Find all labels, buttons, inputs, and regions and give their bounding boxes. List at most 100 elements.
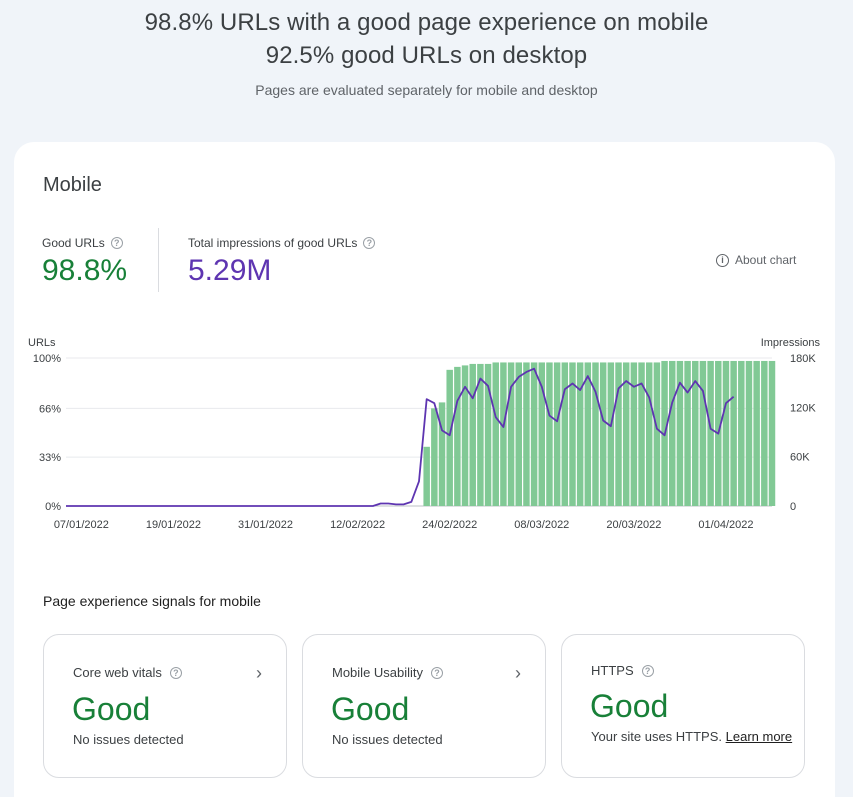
url-bar bbox=[423, 446, 430, 506]
url-bar bbox=[546, 362, 553, 506]
mobile-card: Mobile Good URLs ? 98.8% Total impressio… bbox=[14, 142, 835, 797]
url-bar bbox=[438, 402, 446, 506]
url-bar bbox=[722, 360, 730, 506]
x-tick-label: 01/04/2022 bbox=[698, 519, 753, 531]
metric-divider bbox=[158, 228, 159, 292]
url-bar bbox=[500, 362, 507, 506]
url-bar bbox=[431, 408, 438, 506]
url-bar bbox=[622, 362, 630, 506]
left-axis-title: URLs bbox=[28, 337, 56, 349]
url-bar bbox=[753, 360, 760, 506]
learn-more-link[interactable]: Learn more bbox=[725, 729, 793, 744]
x-tick-label: 31/01/2022 bbox=[238, 519, 293, 531]
x-tick-label: 24/02/2022 bbox=[422, 519, 477, 531]
good-urls-value: 98.8% bbox=[42, 254, 128, 287]
url-bar bbox=[530, 362, 538, 506]
signal-title-text: Core web vitals bbox=[73, 665, 162, 680]
signal-description-text: Your site uses HTTPS. bbox=[591, 729, 723, 744]
right-tick-label: 180K bbox=[790, 353, 816, 365]
signal-status: Good bbox=[331, 691, 410, 727]
url-bar bbox=[523, 362, 530, 506]
url-bar bbox=[446, 369, 453, 506]
signal-title-text: HTTPS bbox=[591, 663, 634, 678]
headline-mobile: 98.8% URLs with a good page experience o… bbox=[144, 9, 709, 36]
url-bar bbox=[584, 362, 592, 506]
signal-description: No issues detected bbox=[73, 732, 184, 747]
url-bar bbox=[730, 360, 737, 506]
signal-card-mobile-usability[interactable]: Mobile Usability ? › Good No issues dete… bbox=[302, 634, 546, 778]
url-bar bbox=[599, 362, 607, 506]
url-bar bbox=[707, 360, 714, 506]
url-bar bbox=[492, 362, 499, 506]
card-title: Mobile bbox=[43, 174, 102, 196]
url-bar bbox=[484, 363, 492, 506]
url-bar bbox=[630, 362, 638, 506]
help-icon[interactable]: ? bbox=[110, 237, 123, 249]
url-bar bbox=[477, 363, 484, 506]
url-bar bbox=[576, 362, 584, 506]
url-bar bbox=[561, 362, 569, 506]
impressions-label-text: Total impressions of good URLs bbox=[188, 236, 358, 250]
url-bar bbox=[515, 362, 522, 506]
left-tick-label: 66% bbox=[39, 403, 61, 415]
x-tick-label: 20/03/2022 bbox=[606, 519, 661, 531]
url-bar bbox=[645, 362, 653, 506]
url-bar bbox=[738, 360, 745, 506]
impressions-line bbox=[66, 367, 735, 507]
url-bar bbox=[469, 363, 476, 506]
signal-card-https: HTTPS ? Good Your site uses HTTPS. Learn… bbox=[561, 634, 805, 778]
x-tick-label: 08/03/2022 bbox=[514, 519, 569, 531]
good-urls-label-text: Good URLs bbox=[42, 236, 105, 250]
impressions-label: Total impressions of good URLs ? bbox=[188, 236, 376, 250]
signal-card-core-web-vitals[interactable]: Core web vitals ? › Good No issues detec… bbox=[43, 634, 287, 778]
signal-title: Core web vitals ? bbox=[73, 665, 182, 680]
url-bar bbox=[669, 360, 676, 506]
signal-status: Good bbox=[72, 691, 151, 727]
help-icon[interactable]: ? bbox=[169, 666, 182, 679]
left-tick-label: 0% bbox=[45, 501, 61, 513]
signal-status: Good bbox=[590, 688, 669, 724]
right-axis-title: Impressions bbox=[761, 337, 821, 349]
signals-section-title: Page experience signals for mobile bbox=[43, 593, 261, 609]
url-bar bbox=[638, 362, 645, 506]
help-icon[interactable]: ? bbox=[431, 666, 444, 679]
signal-title: Mobile Usability ? bbox=[332, 665, 444, 680]
url-bar bbox=[676, 360, 684, 506]
left-tick-label: 33% bbox=[39, 452, 61, 464]
chevron-right-icon[interactable]: › bbox=[256, 663, 262, 683]
impressions-value: 5.29M bbox=[188, 254, 272, 287]
url-bar bbox=[553, 362, 561, 506]
x-tick-label: 07/01/2022 bbox=[54, 519, 109, 531]
url-bar bbox=[768, 360, 776, 506]
x-tick-label: 12/02/2022 bbox=[330, 519, 385, 531]
url-bar bbox=[569, 362, 576, 506]
url-bar bbox=[761, 360, 768, 506]
url-bar bbox=[461, 365, 469, 506]
url-bar bbox=[699, 360, 707, 506]
right-tick-label: 0 bbox=[790, 501, 796, 513]
help-icon[interactable]: ? bbox=[641, 664, 654, 677]
url-bar bbox=[684, 360, 691, 506]
about-chart-text: About chart bbox=[735, 253, 797, 267]
info-icon: i bbox=[716, 253, 729, 267]
left-tick-label: 100% bbox=[33, 353, 61, 365]
url-bar bbox=[615, 362, 622, 506]
url-bar bbox=[653, 362, 661, 506]
x-tick-label: 19/01/2022 bbox=[146, 519, 201, 531]
headline-desktop: 92.5% good URLs on desktop bbox=[265, 42, 588, 69]
url-bar bbox=[692, 360, 699, 506]
help-icon[interactable]: ? bbox=[363, 237, 376, 249]
urls-impressions-chart: URLs Impressions 100% 66% 33% 0% 180K 120K 60K 0 0… bbox=[28, 337, 821, 531]
url-bar bbox=[538, 362, 546, 506]
url-bar bbox=[507, 362, 515, 506]
right-tick-label: 60K bbox=[790, 452, 810, 464]
url-bar bbox=[745, 360, 753, 506]
signal-title-text: Mobile Usability bbox=[332, 665, 424, 680]
good-urls-label: Good URLs ? bbox=[42, 236, 123, 250]
url-bar bbox=[592, 362, 599, 506]
right-tick-label: 120K bbox=[790, 402, 816, 414]
about-chart-link[interactable]: i About chart bbox=[716, 253, 796, 267]
chevron-right-icon[interactable]: › bbox=[515, 663, 521, 683]
signal-description: No issues detected bbox=[332, 732, 443, 747]
signal-description: Your site uses HTTPS. Learn more bbox=[591, 729, 792, 744]
